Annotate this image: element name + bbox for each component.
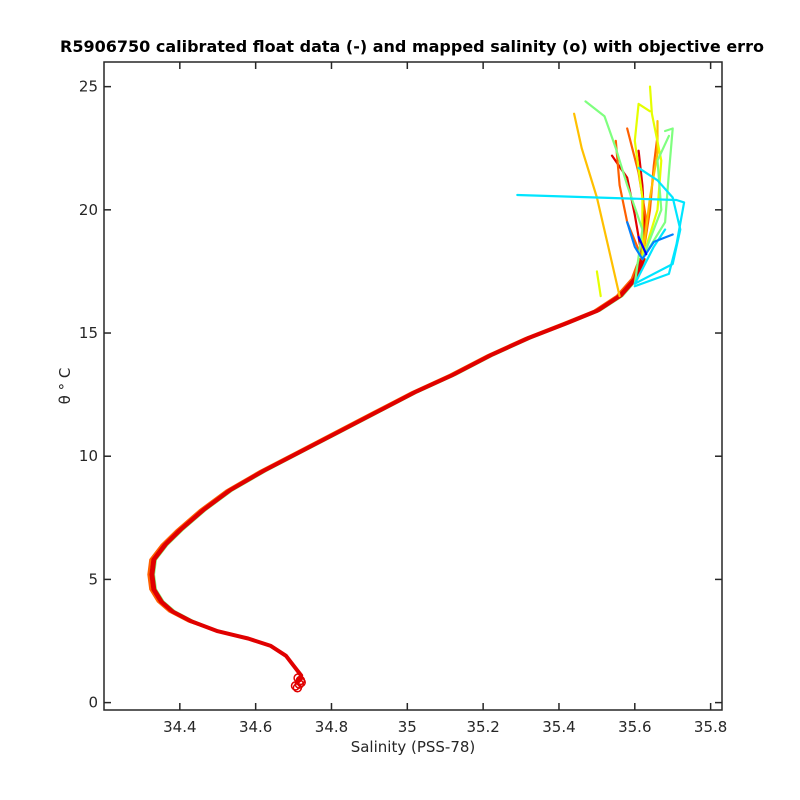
x-tick-label: 34.8 [315,718,348,736]
y-axis-label: θ ° C [56,368,74,405]
y-axis-ticks: 0 5 10 15 20 25 [79,78,722,712]
y-tick-label: 25 [79,78,98,96]
profile-line-upper [626,221,644,261]
x-tick-label: 34.6 [239,718,272,736]
y-tick-label: 20 [79,201,98,219]
x-tick-label: 35.4 [542,718,575,736]
profile-line-upper [584,100,644,285]
profile-line-upper [641,85,663,261]
profile-line-upper [641,134,671,261]
x-tick-label: 35.2 [466,718,499,736]
profiles-group [147,85,686,685]
profile-line-upper [614,139,644,261]
x-tick-label: 35.8 [694,718,727,736]
chart-title: R5906750 calibrated float data (-) and m… [60,37,764,56]
profile-line-upper [637,235,648,256]
plot-area [104,62,722,710]
x-axis-label: Salinity (PSS-78) [351,738,476,756]
profile-line-upper [641,127,674,261]
y-tick-label: 0 [88,694,98,712]
y-tick-label: 10 [79,447,98,465]
profile-line-deep-main [149,257,645,685]
mapped-markers-group [290,673,306,693]
profile-line-upper [633,228,667,285]
profile-line-upper [516,193,686,288]
profile-line-upper [633,166,682,285]
x-tick-label: 35 [398,718,417,736]
x-axis-ticks: 34.4 34.6 34.8 35 35.2 35.4 35.6 35.8 [163,62,727,736]
profile-line-upper [633,102,652,261]
y-tick-label: 5 [88,570,98,588]
x-tick-label: 35.6 [618,718,651,736]
x-tick-label: 34.4 [163,718,196,736]
mapped-salinity-marker [296,677,306,688]
plot-frame [103,61,723,711]
y-tick-label: 15 [79,324,98,342]
profile-line-upper [595,270,602,298]
